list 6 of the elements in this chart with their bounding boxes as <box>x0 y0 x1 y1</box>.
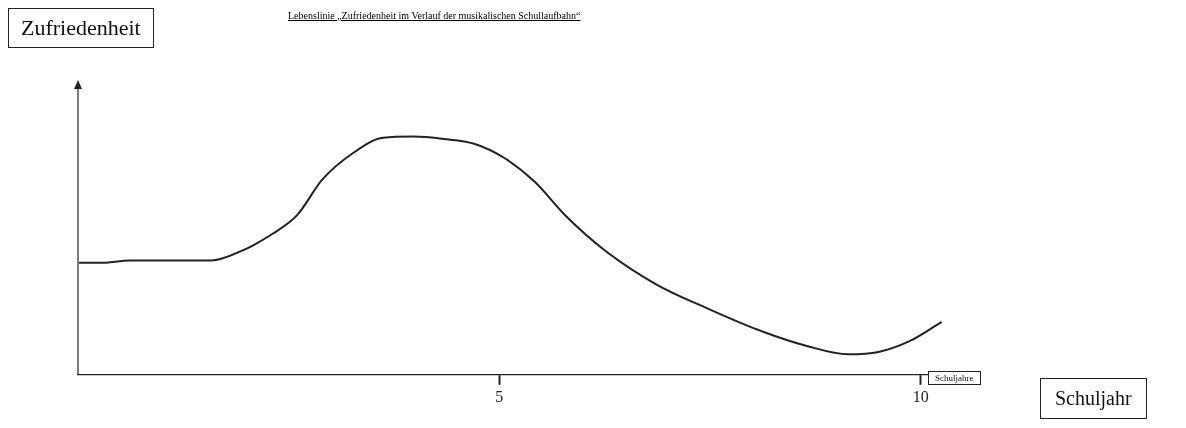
x-tick-label: 5 <box>495 387 504 405</box>
text: Schuljahr <box>1040 378 1147 419</box>
chart-title: Lebenslinie „Zufriedenheit im Verlauf der musikalischen Schullaufbahn“ <box>288 10 581 21</box>
x-axis-title: Schuljahre <box>928 371 981 385</box>
x-tick-label: 10 <box>912 387 929 405</box>
y-axis-title: Zufriedenheit <box>8 8 154 48</box>
